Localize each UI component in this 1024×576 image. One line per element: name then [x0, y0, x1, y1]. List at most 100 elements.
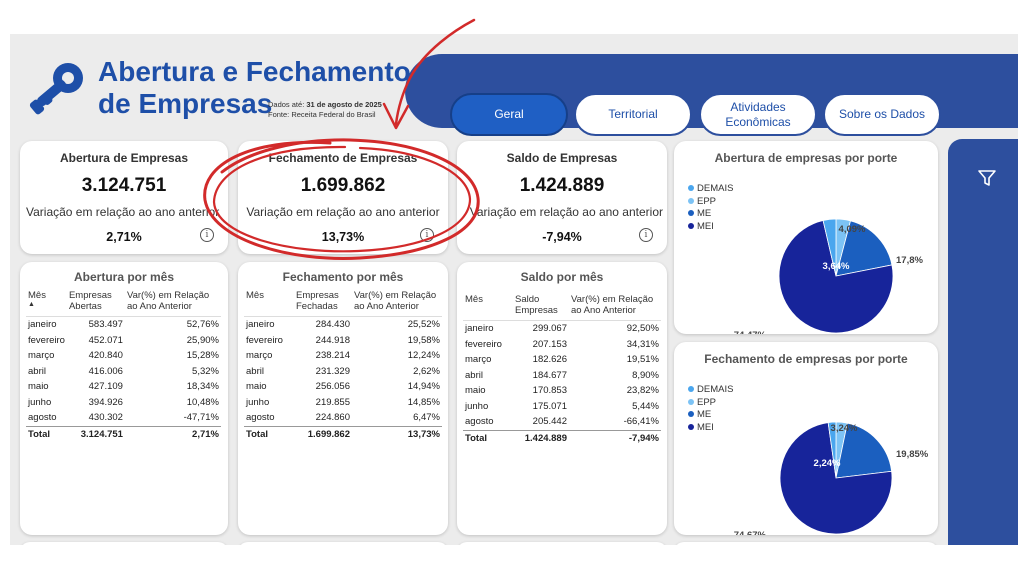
table-row[interactable]: abril 184.677 8,90%: [463, 368, 661, 384]
legend-item[interactable]: MEI: [688, 422, 733, 435]
legend-item[interactable]: EPP: [688, 397, 733, 410]
column-header-value[interactable]: Empresas Abertas: [66, 290, 125, 317]
date-value: 31 de agosto de 2025: [306, 100, 382, 109]
page-title: Abertura e Fechamento de Empresas: [98, 56, 411, 120]
kpi-percent: 13,73%: [321, 230, 365, 244]
table-card-abertura: Abertura por mês Mês ▲ Empresas Abertas V…: [20, 262, 228, 535]
filter-icon[interactable]: [976, 167, 998, 189]
cell-var: 19,51%: [626, 354, 659, 365]
tab-territorial[interactable]: Territorial: [574, 93, 692, 136]
table-row[interactable]: junho 175.071 5,44%: [463, 399, 661, 415]
date-label: Dados até:: [268, 100, 307, 109]
data-source: Fonte: Receita Federal do Brasil: [268, 110, 376, 119]
table-row[interactable]: maio 170.853 23,82%: [463, 383, 661, 399]
table-row[interactable]: janeiro 299.067 92,50%: [463, 321, 661, 337]
legend-label: MEI: [697, 421, 714, 433]
cell-month: janeiro: [28, 319, 57, 330]
legend-item[interactable]: DEMAIS: [688, 384, 733, 397]
table-saldo-por-mes: Mês Saldo Empresas Var(%) em Relação ao …: [463, 294, 661, 446]
table-row[interactable]: fevereiro 207.153 34,31%: [463, 337, 661, 353]
column-header-value[interactable]: Saldo Empresas: [513, 294, 569, 321]
filter-panel: [948, 139, 1018, 545]
pie-slice-demais[interactable]: [822, 218, 837, 277]
table-row[interactable]: junho 394.926 10,48%: [26, 395, 221, 411]
table-row[interactable]: fevereiro 244.918 19,58%: [244, 333, 442, 349]
pie-slice-me[interactable]: [835, 422, 893, 479]
table-row[interactable]: abril 416.006 5,32%: [26, 364, 221, 380]
pie-legend: DEMAIS EPP ME MEI: [688, 183, 733, 233]
table-row[interactable]: março 238.214 12,24%: [244, 348, 442, 364]
cell-var: 14,94%: [407, 381, 440, 392]
cell-month: fevereiro: [465, 338, 502, 350]
pie-slice-me[interactable]: [835, 220, 893, 277]
kpi-value: 1.424.889: [519, 175, 605, 196]
column-header-mes[interactable]: Mês: [463, 294, 513, 321]
pie-data-label: 74,67%: [734, 530, 767, 535]
legend-dot-icon: [688, 386, 694, 393]
legend-label: DEMAIS: [697, 384, 734, 395]
table-row[interactable]: janeiro 284.430 25,52%: [244, 317, 442, 333]
pie-title: Abertura de empresas por porte: [714, 151, 898, 165]
pie-slice-mei[interactable]: [779, 422, 893, 535]
table-row[interactable]: fevereiro 452.071 25,90%: [26, 333, 221, 349]
table-total-row: Total 1.699.862 13,73%: [244, 425, 442, 442]
cell-month: janeiro: [246, 319, 275, 330]
pie-data-label: 74,47%: [734, 330, 767, 334]
table-row[interactable]: agosto 430.302 -47,71%: [26, 410, 221, 426]
cell-month: junho: [246, 396, 270, 408]
legend-item[interactable]: ME: [688, 409, 733, 422]
column-header-mes[interactable]: Mês: [244, 290, 294, 317]
pie-slice-mei[interactable]: [778, 220, 894, 334]
info-icon[interactable]: i: [420, 228, 434, 242]
table-row[interactable]: janeiro 583.497 52,76%: [26, 317, 221, 333]
sort-ascending-icon[interactable]: ▲: [28, 301, 35, 308]
table-abertura-por-mes: Mês ▲ Empresas Abertas Var(%) em Relação …: [26, 290, 221, 442]
table-row[interactable]: março 182.626 19,51%: [463, 352, 661, 368]
info-icon[interactable]: i: [200, 228, 214, 242]
table-card-saldo: Saldo por mês Mês Saldo Empresas Var(%) …: [457, 262, 667, 535]
table-row[interactable]: junho 219.855 14,85%: [244, 395, 442, 411]
table-row[interactable]: abril 231.329 2,62%: [244, 364, 442, 380]
tab-sobre-os-dados[interactable]: Sobre os Dados: [823, 93, 941, 136]
bottom-card-1: [20, 542, 228, 545]
tab-atividades-economicas[interactable]: Atividades Econômicas: [699, 93, 817, 136]
cell-var: 19,58%: [407, 334, 440, 346]
column-header-var[interactable]: Var(%) em Relação ao Ano Anterior: [569, 294, 661, 321]
cell-value: 238.214: [315, 350, 350, 361]
legend-item[interactable]: ME: [688, 208, 733, 221]
legend-item[interactable]: DEMAIS: [688, 183, 733, 196]
cell-var: 5,44%: [632, 400, 659, 412]
cell-var: 25,90%: [186, 334, 219, 346]
column-header-mes[interactable]: Mês ▲: [26, 290, 67, 317]
table-row[interactable]: março 420.840 15,28%: [26, 348, 221, 364]
info-icon[interactable]: i: [639, 228, 653, 242]
cell-value: 416.006: [88, 365, 123, 377]
pie-data-label: 3,24%: [831, 423, 858, 434]
kpi-title: Abertura de Empresas: [59, 151, 189, 165]
cell-month: março: [28, 350, 55, 361]
cell-month: abril: [246, 365, 264, 377]
table-title: Abertura por mês: [73, 270, 175, 284]
table-row[interactable]: maio 427.109 18,34%: [26, 379, 221, 395]
total-var: 13,73%: [352, 425, 442, 442]
cell-var: 10,48%: [186, 396, 219, 408]
cell-month: maio: [246, 381, 267, 392]
cell-month: agosto: [465, 416, 494, 427]
column-header-value[interactable]: Empresas Fechadas: [294, 290, 352, 317]
table-row[interactable]: maio 256.056 14,94%: [244, 379, 442, 395]
column-header-var[interactable]: Var(%) em Relação ao Ano Anterior: [352, 290, 442, 317]
pie-slice-demais[interactable]: [827, 421, 837, 479]
table-row[interactable]: agosto 224.860 6,47%: [244, 410, 442, 426]
legend-item[interactable]: MEI: [688, 221, 733, 234]
tab-geral[interactable]: Geral: [450, 93, 568, 136]
legend-item[interactable]: EPP: [688, 196, 733, 209]
total-value: 3.124.751: [66, 425, 125, 442]
bottom-card-3: [457, 542, 667, 545]
table-row[interactable]: agosto 205.442 -66,41%: [463, 414, 661, 430]
legend-dot-icon: [688, 197, 694, 204]
table-fechamento-por-mes: Mês Empresas Fechadas Var(%) em Relação …: [244, 290, 442, 442]
column-header-var[interactable]: Var(%) em Relação ao Ano Anterior: [124, 290, 221, 317]
total-var: -7,94%: [569, 429, 661, 446]
legend-dot-icon: [688, 411, 694, 418]
